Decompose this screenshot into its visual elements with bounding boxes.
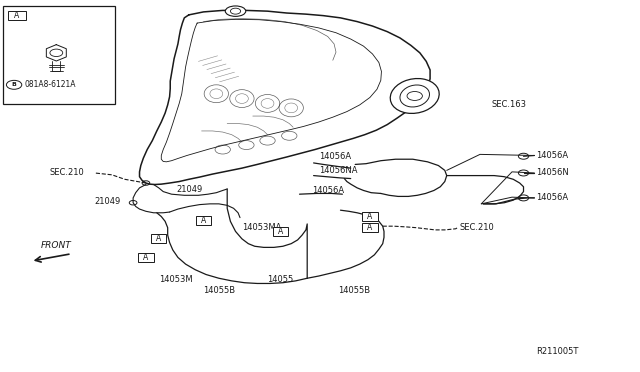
Bar [362, 212, 378, 221]
Text: R211005T: R211005T [536, 347, 579, 356]
Text: 081A8-6121A: 081A8-6121A [24, 80, 76, 89]
Text: 14053MA: 14053MA [242, 223, 282, 232]
Bar [362, 223, 378, 232]
Bar [8, 11, 26, 20]
Text: A: A [14, 11, 19, 20]
Bar [138, 253, 154, 262]
Text: 14056A: 14056A [319, 153, 351, 161]
Text: 21049: 21049 [176, 185, 202, 194]
Text: 14055: 14055 [268, 275, 294, 284]
Text: 14053M: 14053M [159, 275, 193, 284]
Bar [151, 234, 166, 243]
Text: 14056NA: 14056NA [319, 166, 357, 174]
Text: SEC.210: SEC.210 [50, 169, 84, 177]
Text: SEC.210: SEC.210 [460, 223, 494, 232]
Text: 14055B: 14055B [338, 286, 370, 295]
Ellipse shape [390, 78, 439, 113]
Text: A: A [367, 223, 372, 232]
Text: A: A [367, 212, 372, 221]
Text: FRONT: FRONT [41, 241, 72, 250]
Text: 21049: 21049 [95, 197, 121, 206]
Ellipse shape [225, 6, 246, 16]
Text: A: A [143, 253, 148, 262]
Text: 14056A: 14056A [536, 193, 568, 202]
Text: 14055B: 14055B [204, 286, 236, 295]
Bar [3, 6, 115, 104]
Bar [273, 227, 288, 236]
Text: A: A [201, 216, 206, 225]
Polygon shape [46, 45, 67, 61]
Text: B: B [12, 82, 17, 87]
Text: SEC.163: SEC.163 [492, 100, 527, 109]
Text: 14056N: 14056N [536, 169, 569, 177]
Bar [196, 216, 211, 225]
Text: 14056A: 14056A [312, 186, 344, 195]
Text: 14056A: 14056A [536, 151, 568, 160]
Text: A: A [156, 234, 161, 243]
Circle shape [6, 80, 22, 89]
Text: A: A [278, 227, 283, 236]
